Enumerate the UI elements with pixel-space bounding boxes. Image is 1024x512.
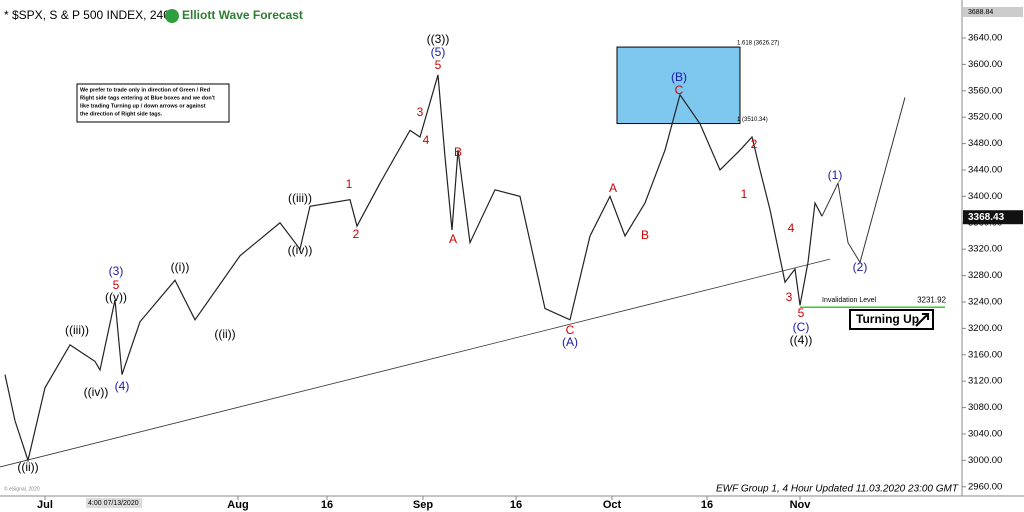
wave-label: (5) <box>431 45 446 59</box>
wave-label: A <box>609 181 617 195</box>
y-tick-label: 3640.00 <box>968 33 1002 44</box>
footer: EWF Group 1, 4 Hour Updated 11.03.2020 2… <box>716 484 959 495</box>
x-tick-label: 16 <box>510 499 522 511</box>
x-tick-label: Nov <box>790 499 812 511</box>
chart-title: * $SPX, S & P 500 INDEX, 240 <box>4 8 170 22</box>
y-tick-label: 2960.00 <box>968 481 1002 492</box>
y-tick-label: 3560.00 <box>968 85 1002 96</box>
x-tick-label: 16 <box>701 499 713 511</box>
last-price-tag <box>963 210 1023 225</box>
y-tick-label: 3400.00 <box>968 191 1002 202</box>
y-tick-label: 3160.00 <box>968 349 1002 360</box>
turning-up-button[interactable] <box>849 309 934 330</box>
wave-label: (3) <box>109 264 124 278</box>
wave-label: ((iv)) <box>84 385 109 399</box>
invalidation-value: 3231.92 <box>917 295 946 304</box>
y-tick-label: 3200.00 <box>968 323 1002 334</box>
y-tick-label: 3120.00 <box>968 376 1002 387</box>
wave-label: 2 <box>353 227 360 241</box>
wave-label: (A) <box>562 335 578 349</box>
logo: Elliott Wave Forecast <box>182 8 303 22</box>
fib-label: 1 (3510.34) <box>737 117 768 123</box>
fib-box <box>616 46 741 125</box>
x-tick-label: Jul <box>37 499 53 511</box>
wave-label: B <box>454 145 462 159</box>
projection <box>821 97 906 264</box>
cursor-label: 4:00 07/13/2020 <box>88 500 139 507</box>
x-tick-label: Oct <box>603 499 622 511</box>
fib-label: 1.618 (3626.27) <box>737 41 779 47</box>
y-tick-label: 3040.00 <box>968 428 1002 439</box>
high-price: 3688.84 <box>968 9 993 16</box>
note-line: like trading Turning up / down arrows or… <box>80 103 206 109</box>
y-tick-label: 3280.00 <box>968 270 1002 281</box>
wave-label: 4 <box>423 133 430 147</box>
wave-label: ((iii)) <box>65 323 89 337</box>
y-tick-label: 3000.00 <box>968 455 1002 466</box>
wave-label: 5 <box>435 58 442 72</box>
wave-label: 5 <box>798 306 805 320</box>
wave-label: ((v)) <box>105 290 127 304</box>
wave-label: (C) <box>793 320 810 334</box>
note: We prefer to trade only in direction of … <box>80 87 215 117</box>
wave-label: ((iv)) <box>288 243 313 257</box>
note-line: the direction of Right side tags. <box>80 111 163 117</box>
arrow-icon <box>915 313 929 327</box>
button-label[interactable]: Turning Up <box>856 312 919 326</box>
x-tick-label: Sep <box>413 499 433 511</box>
wave-label: 5 <box>113 278 120 292</box>
y-tick-label: 3600.00 <box>968 59 1002 70</box>
wave-label: 3 <box>786 290 793 304</box>
wave-label: ((3)) <box>427 32 450 46</box>
wave-label: (1) <box>828 168 843 182</box>
wave-label: ((ii)) <box>214 327 235 341</box>
wave-label: ((ii)) <box>17 460 38 474</box>
wave-label: ((4)) <box>790 333 813 347</box>
wave-label: ((i)) <box>171 260 190 274</box>
y-tick-label: 3080.00 <box>968 402 1002 413</box>
wave-label: A <box>449 232 457 246</box>
wave-label: ((iii)) <box>288 191 312 205</box>
wave-label: C <box>675 83 684 97</box>
wave-label: C <box>566 323 575 337</box>
trendline <box>0 258 831 468</box>
wave-label: (2) <box>853 260 868 274</box>
y-tick-label: 3320.00 <box>968 244 1002 255</box>
y-tick-label: 3520.00 <box>968 112 1002 123</box>
y-tick-label: 3440.00 <box>968 165 1002 176</box>
note-line: We prefer to trade only in direction of … <box>80 87 210 93</box>
y-tick-label: 3480.00 <box>968 138 1002 149</box>
wave-label: (4) <box>115 379 130 393</box>
logo-icon <box>165 9 179 23</box>
wave-label: 4 <box>788 221 795 235</box>
high-price-tag <box>963 7 1023 17</box>
wave-label: (B) <box>671 70 687 84</box>
x-tick-label: 16 <box>321 499 333 511</box>
note-line: Right side tags entering at Blue boxes a… <box>80 95 215 101</box>
wave-label: 2 <box>751 137 758 151</box>
y-tick-label: 3240.00 <box>968 296 1002 307</box>
last-price: 3368.43 <box>968 212 1005 223</box>
note-box <box>76 83 230 123</box>
price-line <box>4 74 823 463</box>
wave-label: B <box>641 228 649 242</box>
cursor-box <box>86 498 142 508</box>
wave-label: 1 <box>346 177 353 191</box>
x-tick-label: Aug <box>227 499 248 511</box>
wave-label: 3 <box>417 105 424 119</box>
invalidation-label: Invalidation Level <box>822 297 877 304</box>
copyright: © eSignal, 2020 <box>4 485 40 492</box>
wave-label: 1 <box>741 187 748 201</box>
